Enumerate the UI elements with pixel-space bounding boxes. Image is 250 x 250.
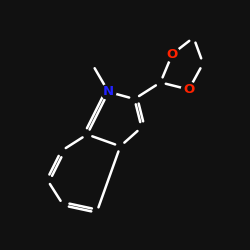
Text: N: N bbox=[103, 86, 114, 98]
Circle shape bbox=[101, 84, 116, 99]
Circle shape bbox=[165, 46, 180, 62]
Text: O: O bbox=[183, 83, 194, 96]
Circle shape bbox=[182, 82, 196, 97]
Text: O: O bbox=[167, 48, 178, 60]
